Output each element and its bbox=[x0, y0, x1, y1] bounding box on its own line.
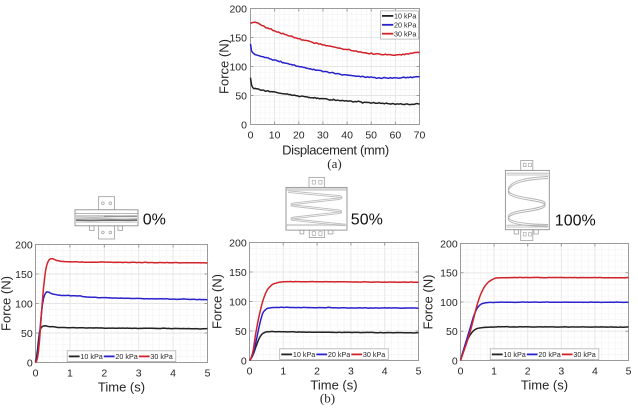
svg-text:3: 3 bbox=[558, 366, 564, 378]
svg-text:1: 1 bbox=[491, 366, 497, 378]
svg-text:3: 3 bbox=[136, 368, 142, 380]
svg-text:3: 3 bbox=[348, 366, 354, 378]
svg-text:0: 0 bbox=[248, 129, 254, 141]
svg-text:10: 10 bbox=[269, 129, 281, 141]
svg-text:2: 2 bbox=[525, 366, 531, 378]
svg-text:10 kPa: 10 kPa bbox=[394, 12, 416, 21]
svg-text:5: 5 bbox=[416, 366, 422, 378]
svg-text:0: 0 bbox=[247, 366, 253, 378]
svg-text:200: 200 bbox=[15, 239, 33, 251]
svg-text:60: 60 bbox=[390, 129, 402, 141]
svg-text:200: 200 bbox=[229, 237, 247, 249]
svg-text:Time (s): Time (s) bbox=[98, 379, 145, 394]
svg-text:Displacement (mm): Displacement (mm) bbox=[282, 143, 389, 158]
svg-text:20 kPa: 20 kPa bbox=[328, 350, 350, 359]
svg-text:1: 1 bbox=[67, 368, 73, 380]
svg-text:10 kPa: 10 kPa bbox=[293, 350, 315, 359]
svg-text:0: 0 bbox=[33, 368, 39, 380]
svg-text:4: 4 bbox=[592, 366, 598, 378]
svg-text:(b): (b) bbox=[320, 390, 335, 405]
svg-text:2: 2 bbox=[314, 366, 320, 378]
svg-text:0%: 0% bbox=[143, 212, 166, 229]
svg-text:150: 150 bbox=[440, 268, 458, 280]
svg-text:10 kPa: 10 kPa bbox=[80, 352, 102, 361]
svg-text:30 kPa: 30 kPa bbox=[150, 352, 172, 361]
svg-text:50: 50 bbox=[365, 129, 377, 141]
svg-text:70: 70 bbox=[414, 129, 426, 141]
svg-text:5: 5 bbox=[626, 366, 632, 378]
svg-text:200: 200 bbox=[440, 238, 458, 250]
svg-text:0: 0 bbox=[458, 366, 464, 378]
svg-text:20 kPa: 20 kPa bbox=[538, 350, 560, 359]
svg-text:50: 50 bbox=[21, 328, 33, 340]
svg-text:2: 2 bbox=[101, 368, 107, 380]
svg-text:100: 100 bbox=[229, 296, 247, 308]
svg-text:100: 100 bbox=[440, 297, 458, 309]
svg-text:5: 5 bbox=[205, 368, 211, 380]
svg-text:Time (s): Time (s) bbox=[310, 377, 357, 392]
svg-text:1: 1 bbox=[280, 366, 286, 378]
svg-text:0: 0 bbox=[27, 357, 33, 369]
svg-text:50: 50 bbox=[235, 90, 247, 102]
svg-text:30 kPa: 30 kPa bbox=[573, 350, 595, 359]
svg-text:200: 200 bbox=[229, 3, 247, 15]
svg-text:40: 40 bbox=[341, 129, 353, 141]
svg-text:20 kPa: 20 kPa bbox=[115, 352, 137, 361]
svg-text:0: 0 bbox=[452, 355, 458, 367]
svg-text:30 kPa: 30 kPa bbox=[394, 29, 416, 38]
svg-text:50: 50 bbox=[235, 326, 247, 338]
svg-text:50%: 50% bbox=[351, 212, 383, 229]
svg-text:20 kPa: 20 kPa bbox=[394, 20, 416, 29]
svg-text:30 kPa: 30 kPa bbox=[363, 350, 385, 359]
svg-text:100: 100 bbox=[15, 298, 33, 310]
svg-text:10 kPa: 10 kPa bbox=[503, 350, 525, 359]
svg-text:150: 150 bbox=[229, 32, 247, 44]
svg-text:0: 0 bbox=[241, 119, 247, 131]
svg-text:0: 0 bbox=[241, 355, 247, 367]
svg-text:(a): (a) bbox=[327, 156, 341, 171]
svg-text:150: 150 bbox=[15, 269, 33, 281]
svg-text:Time (s): Time (s) bbox=[521, 377, 568, 392]
svg-text:Force (N): Force (N) bbox=[420, 275, 435, 330]
svg-text:100: 100 bbox=[229, 61, 247, 73]
svg-text:30: 30 bbox=[317, 129, 329, 141]
svg-text:20: 20 bbox=[293, 129, 305, 141]
svg-text:4: 4 bbox=[170, 368, 176, 380]
svg-text:4: 4 bbox=[382, 366, 388, 378]
svg-text:Force (N): Force (N) bbox=[0, 276, 14, 331]
svg-text:Force (N): Force (N) bbox=[216, 39, 231, 94]
svg-text:150: 150 bbox=[229, 267, 247, 279]
svg-text:50: 50 bbox=[446, 326, 458, 338]
svg-text:Force (N): Force (N) bbox=[210, 274, 225, 329]
svg-text:100%: 100% bbox=[555, 212, 596, 229]
